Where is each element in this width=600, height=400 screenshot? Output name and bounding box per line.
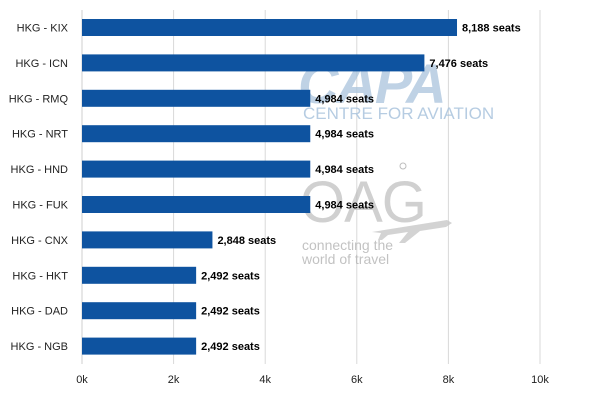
bar bbox=[82, 231, 213, 249]
bar bbox=[82, 337, 197, 355]
bar bbox=[82, 266, 197, 284]
data-label: 4,984 seats bbox=[315, 200, 374, 212]
data-label: 4,984 seats bbox=[315, 93, 374, 105]
bar bbox=[82, 19, 458, 36]
data-labels: 8,188 seats 7,476 seats 4,984 seats 4,984 s… bbox=[201, 23, 521, 354]
bar bbox=[82, 125, 311, 143]
category-label: HKG - FUK bbox=[12, 200, 68, 212]
category-label: HKG - NRT bbox=[12, 129, 68, 141]
category-label: HKG - DAD bbox=[11, 306, 68, 318]
capa-subtitle: CENTRE FOR AVIATION bbox=[303, 104, 494, 123]
oag-tagline-2: world of travel bbox=[301, 251, 389, 267]
bar bbox=[82, 160, 311, 178]
bar bbox=[82, 89, 311, 107]
data-label: 2,492 seats bbox=[201, 341, 260, 353]
bar bbox=[82, 196, 311, 213]
data-label: 2,492 seats bbox=[201, 306, 260, 318]
data-label: 4,984 seats bbox=[315, 164, 374, 176]
bar bbox=[82, 54, 425, 72]
category-label: HKG - HND bbox=[11, 164, 69, 176]
category-label: HKG - HKT bbox=[12, 270, 68, 282]
category-labels: HKG - KIX HKG - ICN HKG - RMQ HKG - NRT HKG … bbox=[9, 23, 69, 354]
bars bbox=[82, 19, 458, 355]
category-label: HKG - CNX bbox=[11, 235, 69, 247]
x-tick-label: 6k bbox=[351, 374, 363, 386]
category-label: HKG - NGB bbox=[11, 341, 68, 353]
x-axis-tick-labels: 0k 2k 4k 6k 8k 10k bbox=[76, 374, 549, 386]
x-tick-label: 10k bbox=[531, 374, 549, 386]
category-label: HKG - KIX bbox=[17, 23, 69, 35]
data-label: 8,188 seats bbox=[462, 23, 521, 35]
category-label: HKG - RMQ bbox=[9, 93, 69, 105]
bar bbox=[82, 302, 197, 320]
data-label: 7,476 seats bbox=[429, 58, 488, 70]
x-tick-label: 0k bbox=[76, 374, 88, 386]
oag-tagline-1: connecting the bbox=[302, 237, 393, 253]
x-tick-label: 2k bbox=[168, 374, 180, 386]
airplane-icon bbox=[372, 220, 452, 243]
category-label: HKG - ICN bbox=[15, 58, 68, 70]
oag-watermark: OAG connecting the world of travel bbox=[300, 162, 452, 267]
x-tick-label: 4k bbox=[259, 374, 271, 386]
data-label: 4,984 seats bbox=[315, 129, 374, 141]
data-label: 2,492 seats bbox=[201, 270, 260, 282]
x-tick-label: 8k bbox=[443, 374, 455, 386]
data-label: 2,848 seats bbox=[217, 235, 276, 247]
registered-mark-icon bbox=[399, 162, 407, 170]
oag-logo-text: OAG bbox=[300, 170, 426, 235]
